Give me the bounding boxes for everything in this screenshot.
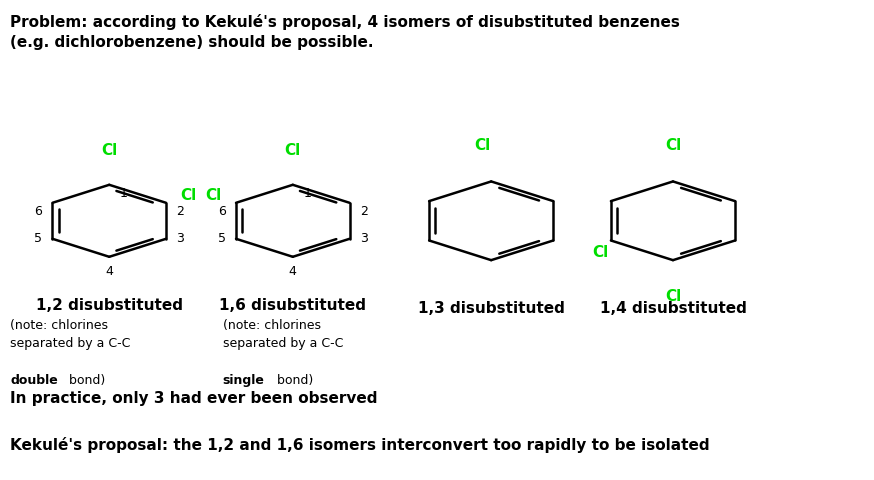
Text: 1: 1 bbox=[303, 187, 311, 200]
Text: Cl: Cl bbox=[593, 245, 609, 260]
Text: 1,6 disubstituted: 1,6 disubstituted bbox=[219, 298, 366, 312]
Text: 3: 3 bbox=[177, 232, 184, 245]
Text: 5: 5 bbox=[218, 232, 225, 245]
Text: 4: 4 bbox=[105, 265, 114, 278]
Text: bond): bond) bbox=[273, 374, 313, 387]
Text: bond): bond) bbox=[65, 374, 105, 387]
Text: 1: 1 bbox=[120, 187, 128, 200]
Text: Cl: Cl bbox=[180, 188, 197, 203]
Text: 4: 4 bbox=[288, 265, 297, 278]
Text: 1,3 disubstituted: 1,3 disubstituted bbox=[418, 301, 565, 316]
Text: 6: 6 bbox=[34, 205, 42, 218]
Text: 1,2 disubstituted: 1,2 disubstituted bbox=[36, 298, 183, 312]
Text: 2: 2 bbox=[360, 205, 368, 218]
Text: 1,4 disubstituted: 1,4 disubstituted bbox=[600, 301, 746, 316]
Text: single: single bbox=[223, 374, 265, 387]
Text: Cl: Cl bbox=[101, 144, 117, 158]
Text: Cl: Cl bbox=[475, 138, 490, 153]
Text: Kekulé's proposal: the 1,2 and 1,6 isomers interconvert too rapidly to be isolat: Kekulé's proposal: the 1,2 and 1,6 isome… bbox=[10, 437, 710, 453]
Text: Problem: according to Kekulé's proposal, 4 isomers of disubstituted benzenes
(e.: Problem: according to Kekulé's proposal,… bbox=[10, 14, 680, 50]
Text: 3: 3 bbox=[360, 232, 368, 245]
Text: (note: chlorines
separated by a C-C: (note: chlorines separated by a C-C bbox=[223, 319, 343, 368]
Text: (note: chlorines
separated by a C-C: (note: chlorines separated by a C-C bbox=[10, 319, 131, 368]
Text: double: double bbox=[10, 374, 59, 387]
Text: Cl: Cl bbox=[285, 144, 301, 158]
Text: Cl: Cl bbox=[665, 138, 681, 153]
Text: 6: 6 bbox=[218, 205, 225, 218]
Text: Cl: Cl bbox=[205, 188, 222, 203]
Text: Cl: Cl bbox=[665, 289, 681, 304]
Text: In practice, only 3 had ever been observed: In practice, only 3 had ever been observ… bbox=[10, 391, 378, 406]
Text: 5: 5 bbox=[34, 232, 42, 245]
Text: 2: 2 bbox=[177, 205, 184, 218]
